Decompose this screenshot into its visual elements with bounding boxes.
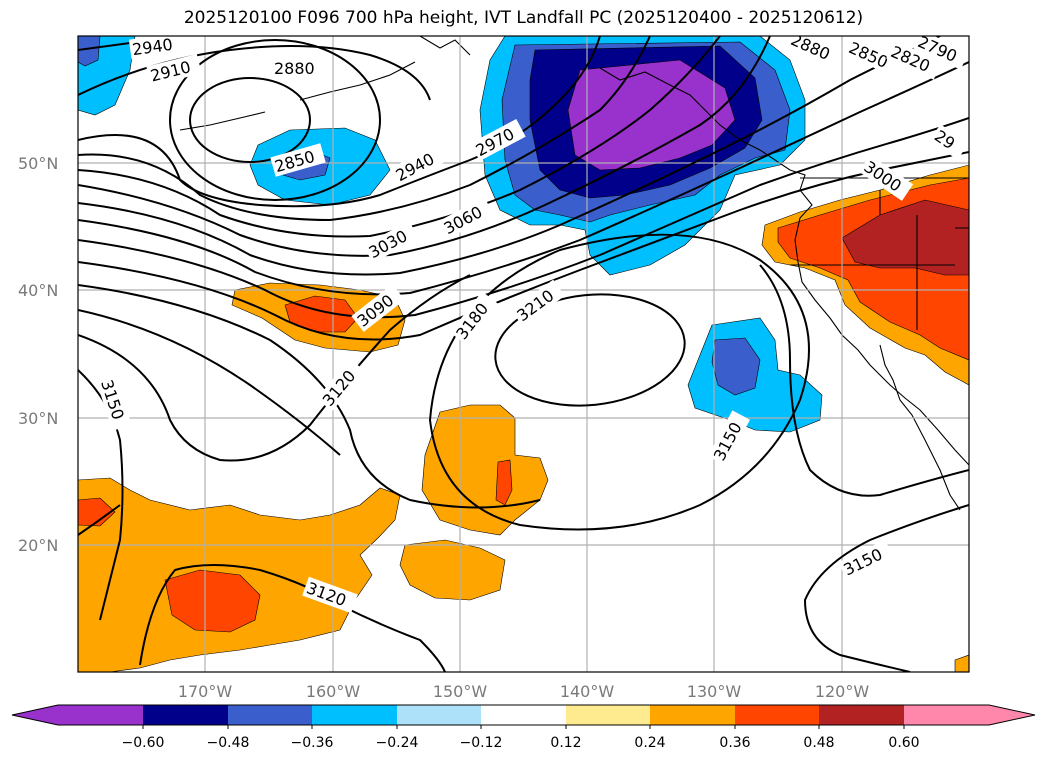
shade-south-orange-2 — [399, 539, 506, 601]
colorbar-segment — [397, 705, 481, 725]
graticule — [78, 36, 969, 672]
lat-label: 40°N — [18, 281, 58, 300]
colorbar-extend-low — [12, 705, 58, 725]
shade-gulf-alaska-4 — [567, 59, 736, 171]
colorbar-tick-label: 0.36 — [719, 735, 750, 751]
colorbar-segment — [228, 705, 312, 725]
height-contours — [78, 36, 969, 672]
lon-label: 130°W — [687, 682, 742, 701]
colorbar-segment — [735, 705, 819, 725]
lon-label: 140°W — [560, 682, 615, 701]
colorbar-segment — [819, 705, 904, 725]
colorbar-segment — [481, 705, 566, 725]
colorbar-segment — [143, 705, 228, 725]
lon-labels: 170°W 160°W 150°W 140°W 130°W 120°W — [178, 682, 870, 701]
shade-central-red — [495, 459, 513, 506]
shade-south-red — [164, 569, 261, 633]
shade-se-corner — [954, 654, 969, 672]
colorbar-extend-high — [989, 705, 1035, 725]
colorbar-segment — [566, 705, 650, 725]
map-frame — [77, 35, 970, 673]
colorbar-tick-label: 0.48 — [803, 735, 834, 751]
map-title: 2025120100 F096 700 hPa height, IVT Land… — [183, 8, 864, 28]
colorbar-segment — [312, 705, 397, 725]
colorbar-tick-label: 0.12 — [550, 735, 581, 751]
colorbar-tick-label: −0.60 — [122, 735, 165, 751]
colorbar-segment — [650, 705, 735, 725]
colorbar-tick-label: 0.24 — [634, 735, 665, 751]
map-area: 2940 2910 2880 2850 2940 2970 3030 3060 … — [78, 35, 969, 672]
colorbar-tick-label: 0.60 — [888, 735, 919, 751]
shade-subtropical-blue-inner — [711, 337, 761, 396]
colorbar-tick-label: −0.48 — [207, 735, 250, 751]
contour-label: 2940 — [131, 35, 174, 59]
shade-nw-corner-inner — [78, 36, 101, 67]
lon-label: 150°W — [433, 682, 488, 701]
colorbar-segment — [58, 705, 143, 725]
colorbar: −0.60 −0.48 −0.36 −0.24 −0.12 0.12 0.24 … — [11, 704, 1036, 751]
colorbar-tick-label: −0.36 — [291, 735, 334, 751]
lat-label: 30°N — [18, 409, 58, 428]
colorbar-segment — [904, 705, 989, 725]
lon-label: 120°W — [815, 682, 870, 701]
lon-label: 170°W — [178, 682, 233, 701]
colorbar-tick-label: −0.12 — [460, 735, 503, 751]
contour-label: 2880 — [274, 59, 315, 78]
shade-south-red-west — [78, 497, 116, 527]
lat-labels: 50°N 40°N 30°N 20°N — [18, 154, 58, 555]
colorbar-tick-label: −0.24 — [376, 735, 419, 751]
lon-label: 160°W — [306, 682, 361, 701]
lat-label: 20°N — [18, 536, 58, 555]
lat-label: 50°N — [18, 154, 58, 173]
